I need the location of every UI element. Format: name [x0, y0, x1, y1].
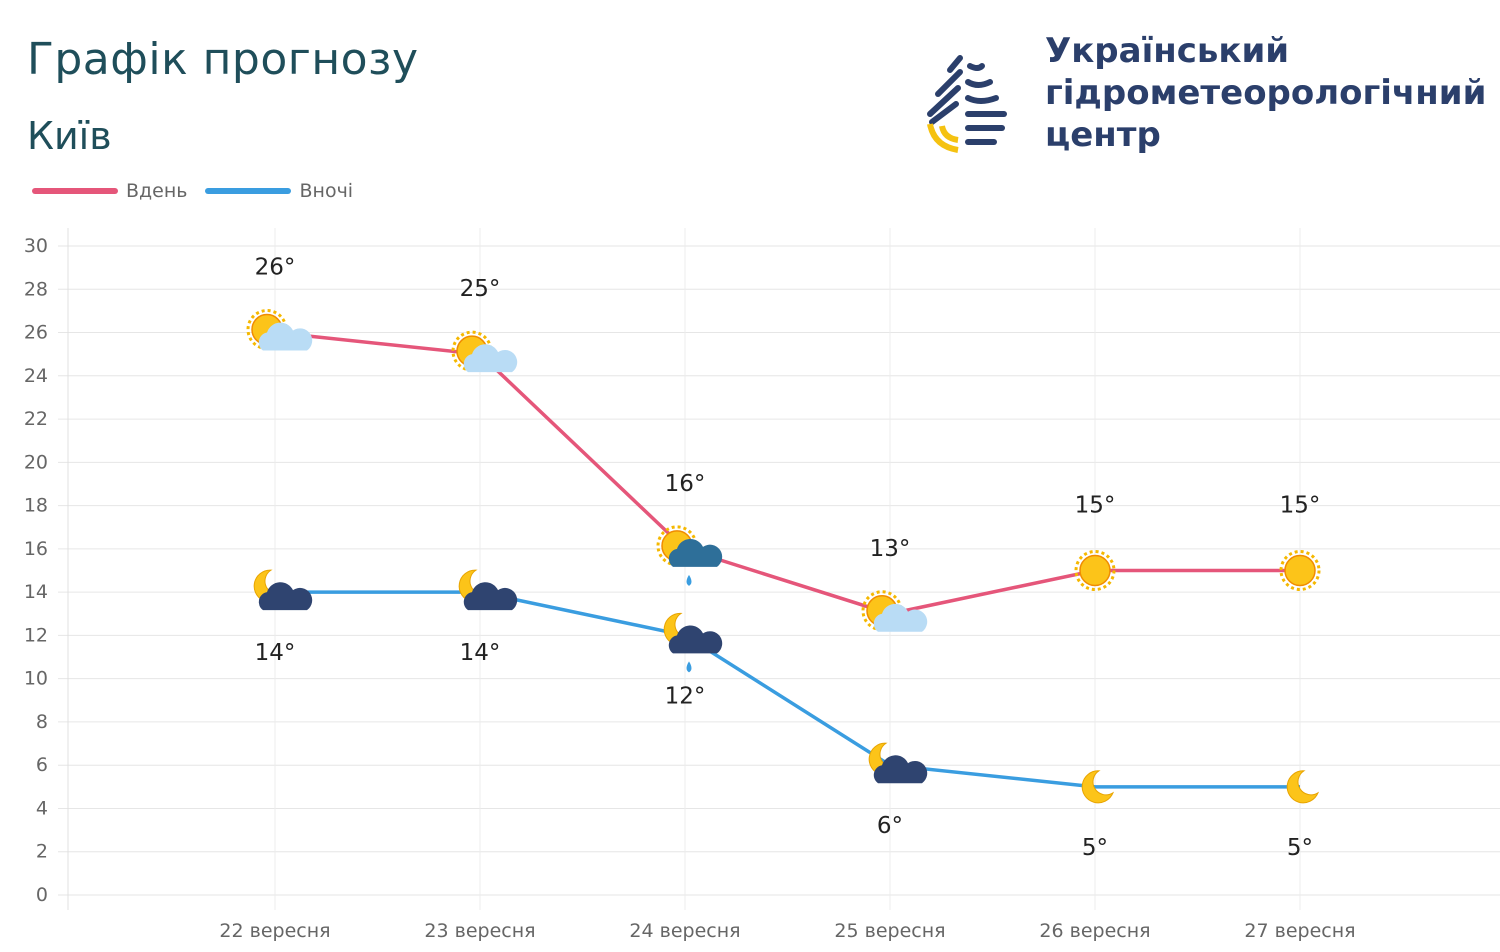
moon-shape [1286, 770, 1320, 804]
y-tick-label: 12 [24, 624, 48, 646]
x-tick-label: 23 вересня [424, 920, 535, 942]
y-tick-label: 4 [36, 797, 48, 819]
city-name: Київ [27, 114, 112, 158]
legend-night-swatch[interactable] [205, 188, 292, 194]
cloud-shape [873, 755, 928, 784]
weather-sun-cloud-icon [861, 590, 928, 632]
legend-day-swatch[interactable] [32, 188, 118, 194]
page-title: Графік прогнозу [27, 34, 419, 85]
y-tick-label: 26 [24, 322, 48, 344]
y-tick-label: 8 [36, 711, 48, 733]
sun-rays [1279, 550, 1321, 591]
data-label-day: 26° [255, 255, 296, 281]
y-tick-label: 30 [24, 235, 48, 257]
data-label-day: 13° [870, 536, 911, 562]
data-label-night: 5° [1082, 835, 1108, 861]
weather-sun-cloud-icon [246, 309, 313, 351]
data-label-day: 15° [1075, 493, 1116, 519]
weather-moon-icon [1081, 770, 1115, 804]
weather-sun-cloud-icon [451, 330, 518, 373]
y-tick-label: 6 [36, 754, 48, 776]
x-tick-label: 22 вересня [219, 920, 330, 942]
rain-drop [686, 574, 692, 586]
cloud-shape [258, 582, 313, 611]
y-tick-label: 14 [24, 581, 48, 603]
x-tick-label: 24 вересня [629, 920, 740, 942]
series-line-night [275, 590, 1300, 789]
data-label-night: 14° [460, 640, 501, 666]
weather-moon-icon [1286, 770, 1320, 804]
sun-disc [1079, 554, 1111, 587]
y-tick-label: 2 [36, 841, 48, 863]
legend-day-label[interactable]: Вдень [126, 180, 188, 202]
y-tick-label: 22 [24, 408, 48, 430]
series-line-day [274, 330, 1300, 616]
chart-legend: Вдень Вночі [32, 180, 371, 202]
data-label-day: 25° [460, 276, 501, 302]
x-tick-label: 26 вересня [1039, 920, 1150, 942]
moon-shape [1081, 770, 1115, 804]
cloud-shape [463, 582, 518, 611]
data-label-night: 6° [877, 813, 903, 839]
cloud-shape [668, 625, 723, 654]
sun-disc [1284, 554, 1316, 587]
data-label-night: 12° [665, 683, 706, 709]
data-label-night: 5° [1287, 835, 1313, 861]
data-label-day: 15° [1280, 493, 1321, 519]
y-tick-label: 28 [24, 278, 48, 300]
legend-night-label[interactable]: Вночі [299, 180, 354, 202]
cloud-shape [463, 344, 518, 373]
y-tick-label: 20 [24, 451, 48, 473]
weather-sun-cloud-rain-icon [656, 525, 723, 586]
org-line-2: гідрометеорологічний [1045, 73, 1487, 113]
weather-moon-cloud-icon [868, 742, 928, 784]
ugmc-logo-icon [927, 55, 1007, 153]
data-label-night: 14° [255, 640, 296, 666]
y-tick-label: 0 [36, 884, 48, 906]
data-label-day: 16° [665, 471, 706, 497]
weather-moon-cloud-icon [253, 569, 313, 611]
weather-sun-icon [1279, 550, 1321, 591]
rain-drop [686, 661, 692, 673]
y-tick-label: 16 [24, 538, 48, 560]
x-tick-label: 27 вересня [1244, 920, 1355, 942]
weather-moon-cloud-icon [458, 569, 518, 611]
cloud-shape [258, 322, 313, 351]
y-tick-label: 18 [24, 495, 48, 517]
org-line-3: центр [1045, 115, 1161, 155]
cloud-shape [873, 603, 928, 632]
cloud-shape [668, 538, 723, 567]
y-tick-label: 24 [24, 365, 48, 387]
weather-sun-icon [1074, 550, 1116, 591]
org-name: Український гідрометеорологічний центр [1045, 30, 1486, 156]
org-line-1: Український [1045, 31, 1290, 71]
x-tick-label: 25 вересня [834, 920, 945, 942]
y-tick-label: 10 [24, 668, 48, 690]
weather-moon-cloud-rain-icon [663, 612, 723, 673]
sun-rays [1074, 550, 1116, 591]
